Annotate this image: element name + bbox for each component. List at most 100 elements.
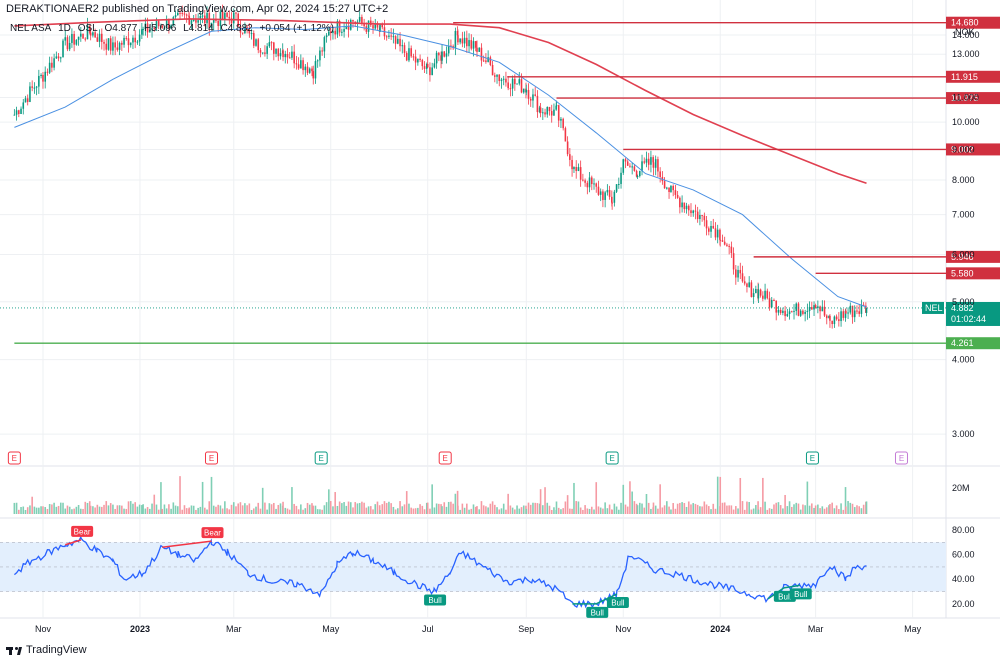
candle-body <box>13 114 16 116</box>
price-axis[interactable]: 3.000 4.000 5.000 6.000 7.000 8.000 9.000 10.00… <box>952 27 980 609</box>
candle-body <box>230 18 233 24</box>
volume-bar <box>566 495 569 514</box>
volume-bar <box>829 504 831 514</box>
candle-body <box>696 211 699 220</box>
countdown-label: 01:02:44 <box>951 314 986 324</box>
time-axis[interactable]: Nov 2023 Mar May Jul Sep Nov 2024 Mar May <box>35 624 922 634</box>
candle-body <box>622 159 625 173</box>
volume-bar <box>302 509 304 514</box>
candle-body <box>51 62 53 68</box>
volume-bar <box>721 502 724 514</box>
volume-bar <box>410 507 412 514</box>
volume-bar <box>564 501 567 514</box>
candle-body <box>15 110 18 115</box>
volume-bar <box>643 507 646 514</box>
volume-bar <box>498 509 501 514</box>
price-levels[interactable]: 14.680 11.915 10.975 9.002 5.946 5.580 4.261 NE… <box>0 16 1000 350</box>
volume-bar <box>228 509 231 514</box>
price-tick-label: 9.000 <box>952 144 975 154</box>
candle-body <box>155 21 158 29</box>
volume-bar <box>208 501 211 514</box>
volume-bar <box>206 509 208 514</box>
candle-body <box>746 283 748 287</box>
footer-brand[interactable]: TradingView <box>6 644 87 656</box>
candle-body <box>181 12 184 14</box>
candle-body <box>635 170 638 177</box>
volume-bar <box>739 477 742 514</box>
candle-body <box>518 79 521 84</box>
price-tick-label: 6.000 <box>952 250 975 260</box>
candle-body <box>588 177 591 188</box>
volume-bar <box>105 501 108 514</box>
candle-body <box>636 176 639 178</box>
volume-bar <box>821 506 824 514</box>
candle-body <box>514 78 516 85</box>
candle-body <box>185 14 188 16</box>
volume-bar <box>514 509 516 514</box>
candle-body <box>77 36 80 40</box>
candle-body <box>160 25 162 27</box>
volume-bar <box>768 508 771 514</box>
volume-bar <box>38 507 40 514</box>
volume-bar <box>35 507 38 514</box>
candle-body <box>319 50 321 61</box>
change-value: +0.054 (+1.12%) <box>259 23 335 34</box>
earnings-event-label: E <box>209 454 214 463</box>
moving-average-fast-line <box>14 25 867 308</box>
volume-bar <box>764 501 766 514</box>
candle-body <box>773 300 775 302</box>
volume-bar <box>716 476 719 514</box>
candle-body <box>511 78 514 89</box>
volume-bar <box>259 508 262 514</box>
volume-bar <box>694 503 697 514</box>
volume-bar <box>153 494 156 514</box>
candle-body <box>62 40 64 58</box>
symbol-interval[interactable]: 1D <box>58 23 71 34</box>
candle-body <box>228 16 231 19</box>
brand-name: TradingView <box>26 644 87 656</box>
candle-body <box>255 39 257 46</box>
candle-body <box>372 25 374 29</box>
candle-body <box>397 38 399 44</box>
candle-body <box>728 245 730 247</box>
volume-bar <box>779 505 782 514</box>
level-badge-4.261 <box>946 337 1000 350</box>
high-value: H5.096 <box>144 23 177 34</box>
candle-body <box>672 185 674 191</box>
volume-bar <box>429 508 431 514</box>
candle-body <box>109 38 112 51</box>
volume-bar <box>858 506 860 514</box>
time-tick-label: Nov <box>35 624 52 634</box>
volume-bar <box>636 505 639 514</box>
candle-body <box>522 88 525 93</box>
volume-bar <box>55 506 58 514</box>
candle-body <box>88 25 91 33</box>
volume-bar <box>168 504 170 514</box>
candle-body <box>114 42 116 48</box>
symbol-name[interactable]: NEL ASA <box>10 23 52 34</box>
candle-body <box>819 306 821 312</box>
candle-body <box>851 305 854 318</box>
volume-bar <box>403 504 406 514</box>
volume-bar <box>752 508 755 514</box>
volume-bar <box>450 501 452 514</box>
candle-body <box>125 37 128 39</box>
volume-bar <box>593 509 595 514</box>
candle-body <box>379 24 381 32</box>
candle-body <box>268 42 271 47</box>
volume-bar <box>456 490 459 514</box>
volume-bar <box>141 505 143 514</box>
candle-body <box>507 82 509 89</box>
volume-bar <box>388 501 390 514</box>
volume-bar <box>230 504 233 514</box>
price-tick-label: 3.000 <box>952 429 975 439</box>
candle-body <box>212 18 215 23</box>
volume-bar <box>681 502 683 514</box>
candle-body <box>341 31 343 33</box>
volume-bar <box>795 502 798 514</box>
candle-body <box>345 26 348 30</box>
level-badge-5.946 <box>946 250 1000 263</box>
candle-body <box>192 20 195 22</box>
candle-body <box>494 75 496 77</box>
